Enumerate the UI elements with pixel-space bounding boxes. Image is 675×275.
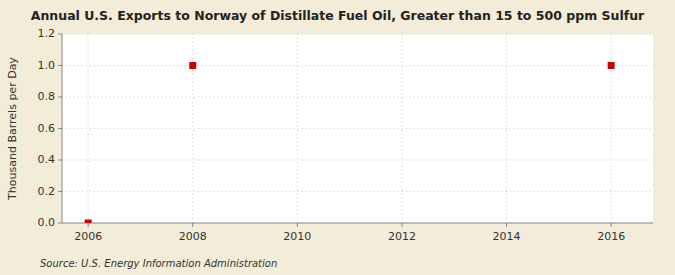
y-tick-label: 1.0	[38, 59, 56, 72]
x-tick	[401, 223, 402, 227]
x-grid-line	[88, 34, 89, 223]
data-point	[85, 220, 92, 224]
chart-title: Annual U.S. Exports to Norway of Distill…	[31, 8, 645, 23]
y-axis-label: Thousand Barrels per Day	[6, 57, 19, 201]
chart-container: 0.0 0.2 0.4 0.6 0.8 1.0 1.2 2006 2008 2010 2012 201…	[0, 0, 675, 275]
source-note: Source: U.S. Energy Information Administ…	[40, 258, 277, 269]
grid	[62, 34, 653, 223]
figure-background	[0, 0, 675, 275]
y-tick	[58, 191, 62, 192]
y-grid-line	[62, 128, 653, 129]
y-tick-label: 0.0	[38, 216, 56, 229]
x-tick-label: 2012	[388, 230, 416, 243]
y-tick-label: 1.2	[38, 27, 56, 40]
data-point	[608, 62, 615, 69]
chart-svg: 0.0 0.2 0.4 0.6 0.8 1.0 1.2 2006 2008 2010 2012 201…	[0, 0, 675, 275]
x-tick	[506, 223, 507, 227]
y-tick	[58, 223, 62, 224]
x-grid-line	[506, 34, 507, 223]
y-grid-line	[62, 97, 653, 98]
x-tick-label: 2006	[74, 230, 102, 243]
x-grid-line	[297, 34, 298, 223]
y-tick	[58, 34, 62, 35]
x-tick-label: 2016	[597, 230, 625, 243]
plot-background	[62, 34, 653, 223]
y-tick	[58, 97, 62, 98]
x-tick	[297, 223, 298, 227]
x-axis-line	[62, 223, 653, 224]
y-tick	[58, 160, 62, 161]
x-tick-label: 2014	[493, 230, 521, 243]
y-axis-line	[62, 34, 63, 223]
data-point	[189, 62, 196, 69]
y-grid-line	[62, 34, 653, 35]
x-grid-line	[401, 34, 402, 223]
y-grid-line	[62, 65, 653, 66]
axes: 0.0 0.2 0.4 0.6 0.8 1.0 1.2 2006 2008 2010 2012 201…	[38, 27, 654, 243]
x-tick	[611, 223, 612, 227]
y-grid-line	[62, 160, 653, 161]
y-tick-label: 0.6	[38, 122, 56, 135]
y-tick-label: 0.8	[38, 90, 56, 103]
y-tick-label: 0.2	[38, 185, 56, 198]
y-grid-line	[62, 223, 653, 224]
x-tick-label: 2010	[283, 230, 311, 243]
data-points	[85, 62, 615, 223]
y-tick-label: 0.4	[38, 153, 56, 166]
x-tick	[88, 223, 89, 227]
y-tick	[58, 65, 62, 66]
y-grid-line	[62, 191, 653, 192]
x-tick	[192, 223, 193, 227]
y-tick	[58, 128, 62, 129]
x-tick-label: 2008	[179, 230, 207, 243]
